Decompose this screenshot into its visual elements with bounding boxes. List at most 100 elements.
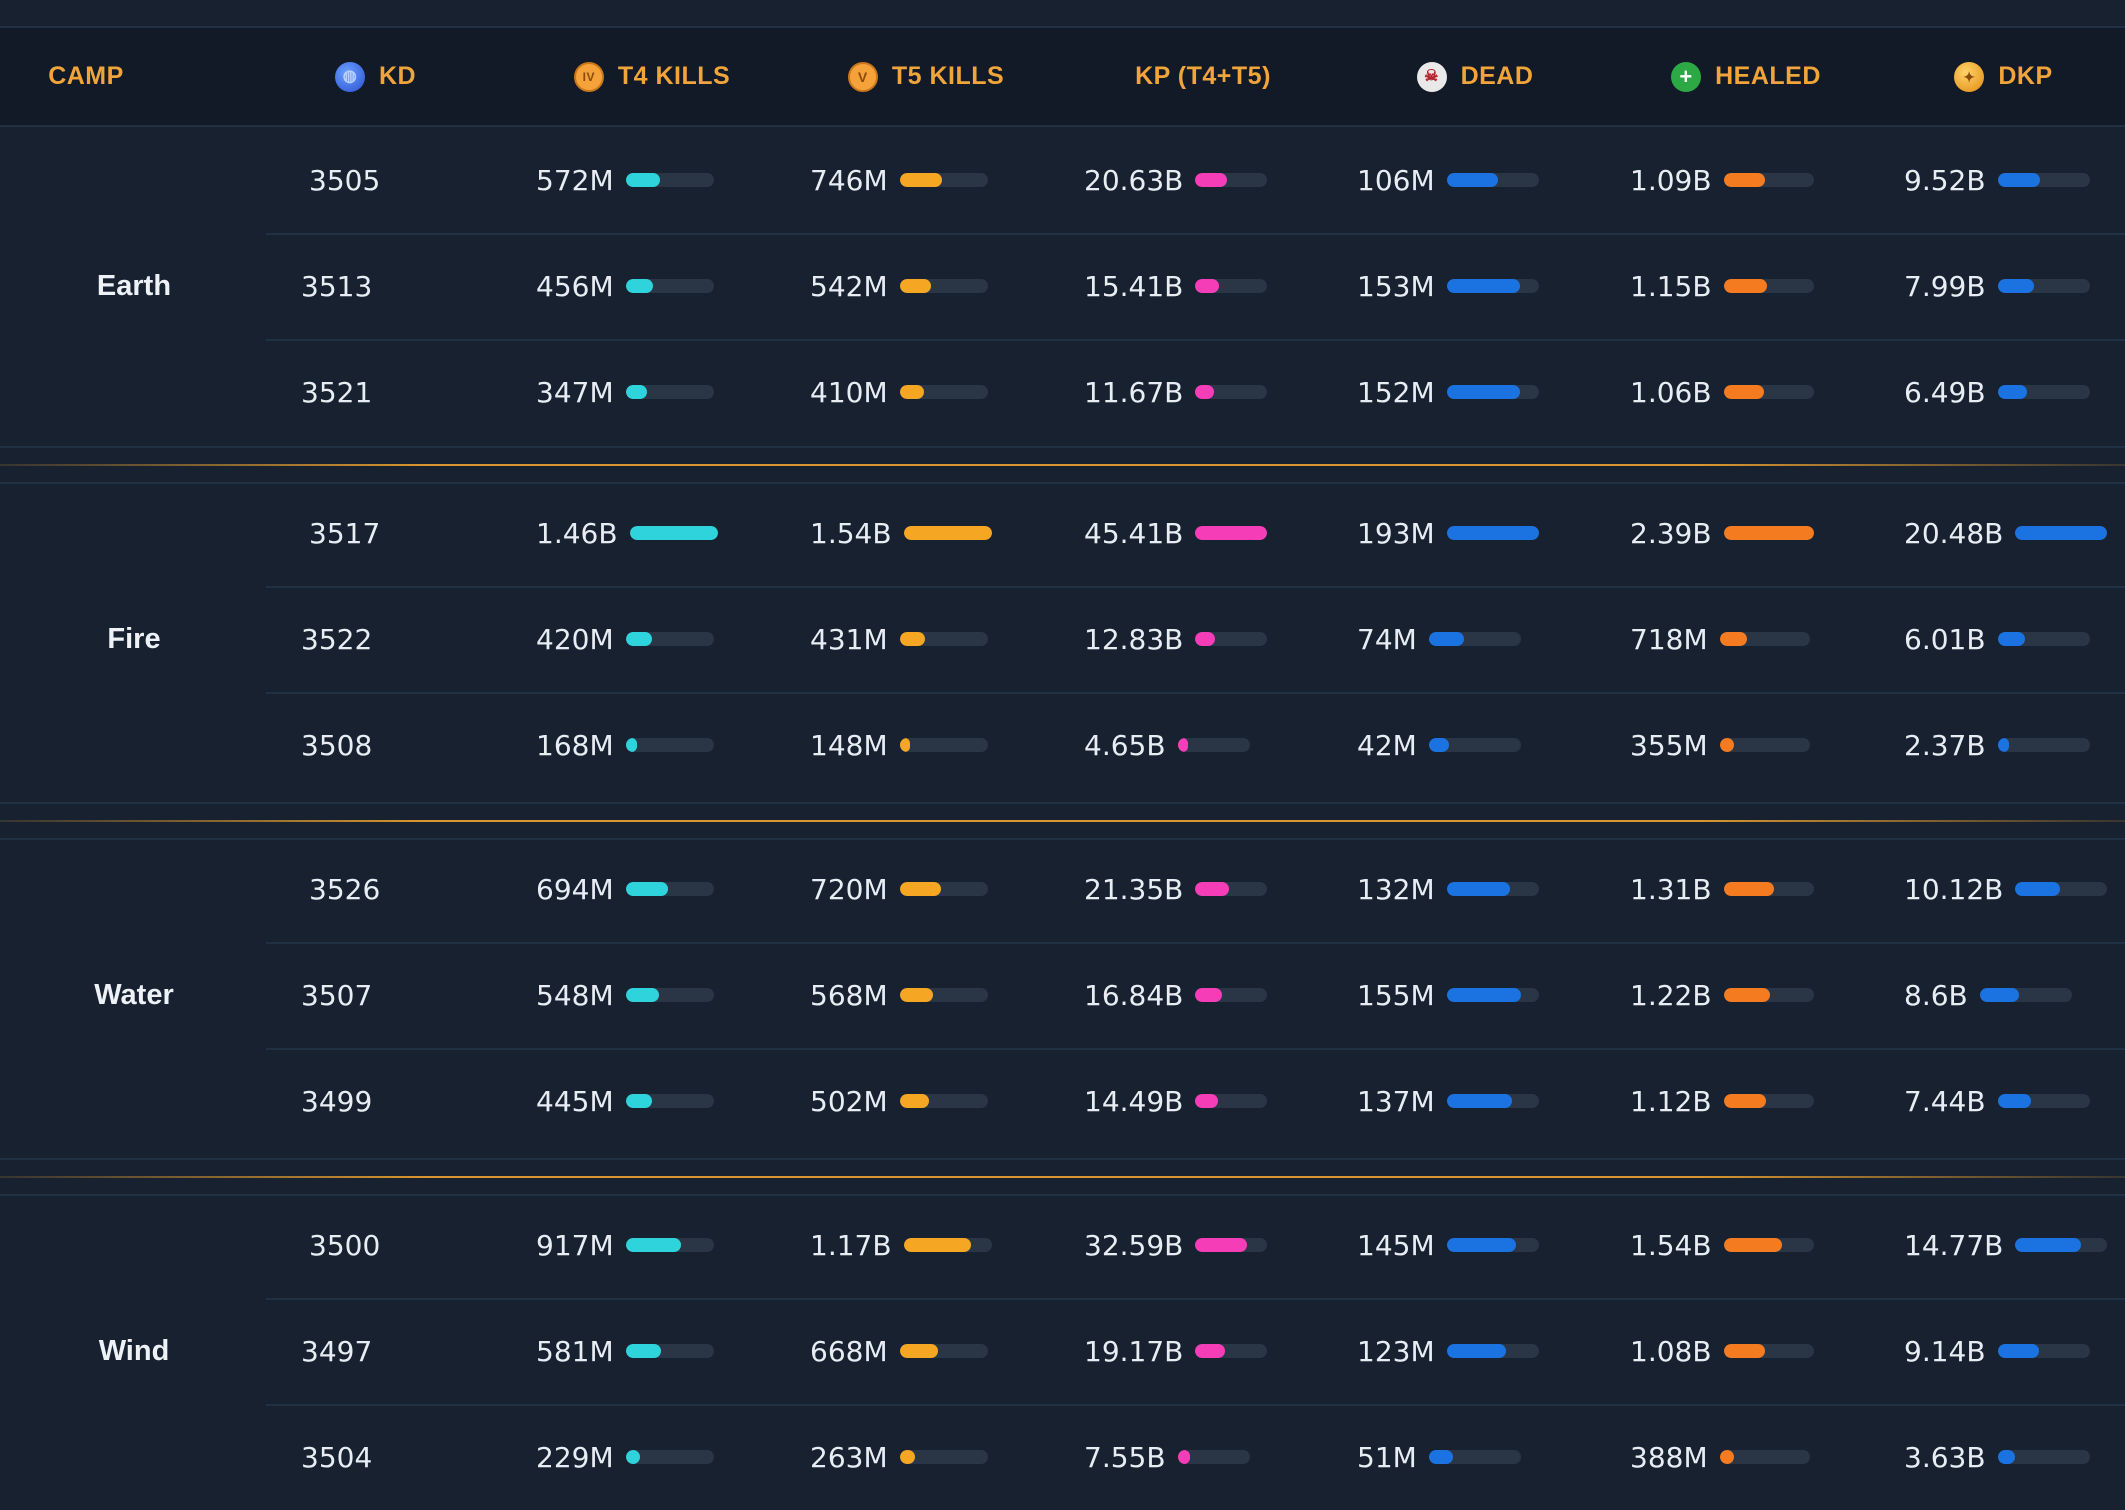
dkp-cell: 7.44B — [1904, 1048, 2090, 1154]
column-header-kd[interactable]: ◍ KD — [268, 28, 483, 125]
table-row[interactable]: 3522 420M 431M 12.83B 74M 718M 6.01B — [266, 586, 2125, 694]
dkp-value: 10.12B — [1904, 872, 2004, 906]
table-row[interactable]: 3517 1.46B 1.54B 45.41B 193M 2.39B 20.48B — [266, 480, 2125, 588]
dead-value: 153M — [1357, 269, 1435, 303]
table-row[interactable]: 3513 456M 542M 15.41B 153M 1.15B 7.99B — [266, 233, 2125, 341]
healed-progress-fill — [1723, 1344, 1765, 1358]
table-row[interactable]: 3497 581M 668M 19.17B 123M 1.08B 9.14B — [266, 1298, 2125, 1406]
t4-cell: 1.46B — [536, 480, 718, 586]
column-header-kp[interactable]: KP (T4+T5) — [1066, 28, 1340, 125]
kp-cell: 16.84B — [1084, 942, 1268, 1048]
kp-cell: 12.83B — [1084, 586, 1268, 692]
t5-progress-fill — [903, 526, 992, 540]
t5-value: 410M — [810, 375, 888, 409]
kp-value: 14.49B — [1084, 1084, 1184, 1118]
kp-progress-fill — [1195, 882, 1230, 896]
kp-value: 45.41B — [1084, 516, 1184, 550]
healed-value: 1.22B — [1630, 978, 1712, 1012]
column-header-t4-kills[interactable]: IV T4 KILLS — [520, 28, 784, 125]
camp-divider-line — [0, 1176, 2125, 1178]
kp-cell: 7.55B — [1084, 1404, 1250, 1510]
t5-progress-bar — [899, 632, 988, 646]
table-row[interactable]: 3507 548M 568M 16.84B 155M 1.22B 8.6B — [266, 942, 2125, 1050]
dead-value: 74M — [1357, 622, 1417, 656]
t4-progress-fill — [625, 173, 660, 187]
dkp-cell: 7.99B — [1904, 233, 2090, 339]
t4-progress-bar — [625, 1344, 714, 1358]
healed-cell: 1.09B — [1630, 127, 1814, 233]
kp-progress-fill — [1195, 1238, 1248, 1252]
kp-progress-bar — [1195, 279, 1268, 293]
column-header-healed[interactable]: + HEALED — [1610, 28, 1882, 125]
camp-divider — [0, 446, 2125, 484]
dkp-value: 14.77B — [1904, 1228, 2004, 1262]
t5-progress-bar — [899, 279, 988, 293]
dead-progress-bar — [1446, 173, 1539, 187]
column-header-dead[interactable]: ☠ DEAD — [1340, 28, 1610, 125]
kp-value: 32.59B — [1084, 1228, 1184, 1262]
dead-cell: 132M — [1357, 836, 1539, 942]
t5-progress-fill — [899, 279, 931, 293]
tier-iv-icon: IV — [573, 61, 604, 92]
column-header-camp[interactable]: CAMP — [0, 28, 172, 125]
kp-progress-fill — [1177, 1450, 1190, 1464]
dead-value: 193M — [1357, 516, 1435, 550]
dead-value: 132M — [1357, 872, 1435, 906]
dkp-progress-fill — [1997, 738, 2009, 752]
healed-cell: 1.54B — [1630, 1192, 1814, 1298]
t4-cell: 229M — [536, 1404, 714, 1510]
kp-cell: 11.67B — [1084, 339, 1268, 445]
table-row[interactable]: 3504 229M 263M 7.55B 51M 388M 3.63B — [266, 1404, 2125, 1510]
t5-progress-fill — [899, 1344, 938, 1358]
coin-icon: ✦ — [1954, 61, 1985, 92]
column-header-t5-kills[interactable]: V T5 KILLS — [794, 28, 1058, 125]
dkp-progress-bar — [1997, 1094, 2090, 1108]
dkp-progress-fill — [2015, 526, 2108, 540]
dkp-cell: 3.63B — [1904, 1404, 2090, 1510]
dead-cell: 74M — [1357, 586, 1521, 692]
globe-icon: ◍ — [334, 61, 365, 92]
healed-progress-fill — [1719, 632, 1747, 646]
camp-label: Earth — [96, 269, 172, 302]
column-header-healed-label: HEALED — [1715, 62, 1821, 90]
table-row[interactable]: 3500 917M 1.17B 32.59B 145M 1.54B 14.77B — [266, 1192, 2125, 1300]
t5-value: 1.54B — [810, 516, 892, 550]
dead-value: 51M — [1357, 1440, 1417, 1474]
t4-value: 548M — [536, 978, 614, 1012]
dead-value: 145M — [1357, 1228, 1435, 1262]
kingdom-id: 3504 — [301, 1440, 373, 1474]
dkp-value: 9.14B — [1904, 1334, 1986, 1368]
t4-cell: 572M — [536, 127, 714, 233]
t5-value: 148M — [810, 728, 888, 762]
column-header-dkp[interactable]: ✦ DKP — [1882, 28, 2125, 125]
dead-progress-bar — [1446, 1238, 1539, 1252]
t5-progress-bar — [899, 882, 988, 896]
t5-cell: 1.54B — [810, 480, 992, 586]
t5-progress-fill — [899, 632, 925, 646]
table-row[interactable]: 3508 168M 148M 4.65B 42M 355M 2.37B — [266, 692, 2125, 798]
t5-progress-bar — [899, 1094, 988, 1108]
table-row[interactable]: 3505 572M 746M 20.63B 106M 1.09B 9.52B — [266, 127, 2125, 235]
kingdom-id: 3508 — [301, 728, 373, 762]
table-row[interactable]: 3521 347M 410M 11.67B 152M 1.06B 6.49B — [266, 339, 2125, 445]
dkp-value: 6.49B — [1904, 375, 1986, 409]
t5-value: 1.17B — [810, 1228, 892, 1262]
dead-progress-bar — [1428, 1450, 1521, 1464]
t5-progress-bar — [903, 526, 992, 540]
table-row[interactable]: 3526 694M 720M 21.35B 132M 1.31B 10.12B — [266, 836, 2125, 944]
kp-cell: 20.63B — [1084, 127, 1268, 233]
t5-progress-fill — [899, 1450, 915, 1464]
column-header-t4-label: T4 KILLS — [617, 62, 731, 90]
t4-progress-bar — [629, 526, 718, 540]
dead-cell: 123M — [1357, 1298, 1539, 1404]
camp-group: Fire 3517 1.46B 1.54B 45.41B 193M 2.39B 20.48B 3… — [0, 480, 2125, 798]
t4-cell: 548M — [536, 942, 714, 1048]
healed-progress-bar — [1719, 1450, 1810, 1464]
kp-progress-fill — [1195, 1094, 1219, 1108]
camp-divider-line — [0, 464, 2125, 466]
table-row[interactable]: 3499 445M 502M 14.49B 137M 1.12B 7.44B — [266, 1048, 2125, 1154]
dkp-progress-fill — [1997, 1344, 2039, 1358]
t5-progress-bar — [899, 1450, 988, 1464]
dead-cell: 106M — [1357, 127, 1539, 233]
kingdom-id: 3505 — [309, 163, 381, 197]
